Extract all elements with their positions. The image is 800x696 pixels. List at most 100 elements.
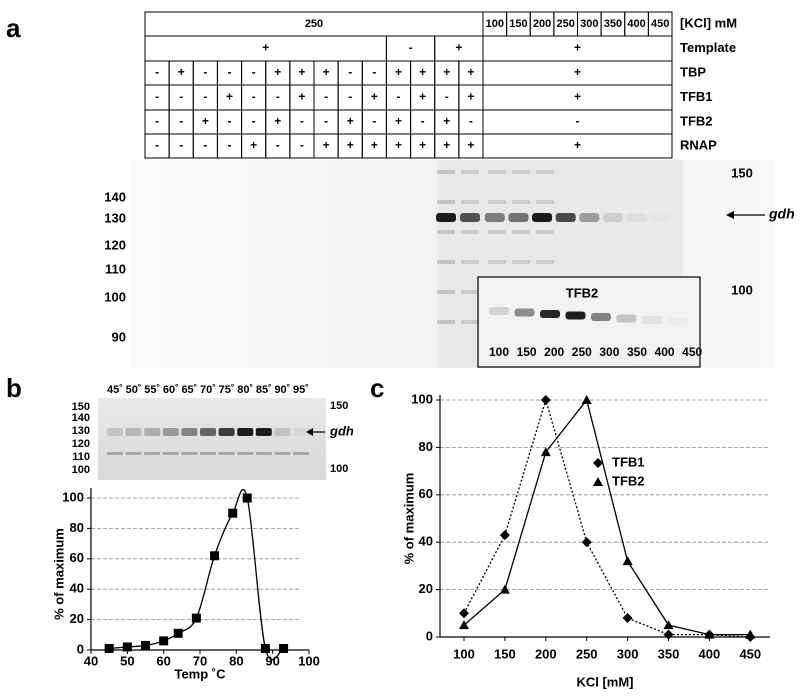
gel-band (162, 428, 179, 436)
table-sign: - (179, 114, 183, 128)
table-sign: - (348, 65, 352, 79)
gel-smear (461, 230, 479, 234)
size-marker: 120 (72, 438, 90, 450)
gel-smear (488, 170, 506, 174)
table-sign: - (155, 138, 159, 152)
temp-label: 65˚ (181, 384, 197, 396)
table-sign: + (574, 65, 581, 79)
table-sign: - (445, 90, 449, 104)
band-label: gdh (329, 423, 354, 438)
x-tick-label: 400 (699, 646, 721, 661)
table-sign: + (443, 138, 450, 152)
gel-smear (512, 170, 530, 174)
gel-band (650, 213, 670, 222)
table-sign: - (203, 138, 207, 152)
x-tick-label: 450 (739, 646, 761, 661)
size-marker: 110 (105, 261, 126, 276)
table-sign: - (155, 114, 159, 128)
row-label: TFB2 (680, 113, 713, 128)
legend-marker (593, 477, 603, 486)
table-sign: - (276, 90, 280, 104)
inset-lane-label: 450 (682, 345, 702, 359)
marker (279, 643, 289, 653)
arrow-head (306, 428, 313, 436)
inset-lane-label: 150 (517, 345, 537, 359)
table-sign: - (179, 90, 183, 104)
row-label: RNAP (680, 137, 717, 152)
table-sign: - (348, 90, 352, 104)
table-sign: + (395, 138, 402, 152)
gel-smear (437, 290, 455, 294)
legend-label: TFB2 (612, 473, 645, 488)
x-axis-title: KCl [mM] (576, 674, 633, 689)
table-sign: - (372, 114, 376, 128)
kcl-label: 400 (627, 18, 645, 30)
table-sign: - (228, 138, 232, 152)
inset-lane-label: 200 (544, 345, 564, 359)
temp-label: 95˚ (293, 384, 309, 396)
series-line (463, 398, 751, 636)
gel-band (218, 428, 235, 436)
gel-smear (218, 452, 235, 455)
table-sign: + (298, 65, 305, 79)
y-tick-label: 20 (70, 611, 84, 626)
temp-label: 75˚ (219, 384, 235, 396)
legend-marker (593, 458, 603, 468)
marker (663, 629, 674, 640)
gel-smear (237, 452, 254, 455)
table-sign: + (274, 65, 281, 79)
marker (704, 629, 715, 639)
gel-band (255, 428, 272, 436)
marker (459, 620, 469, 630)
table-sign: - (179, 138, 183, 152)
y-tick-label: 60 (70, 550, 84, 565)
x-axis-title: Temp ˚C (174, 666, 226, 681)
y-tick-label: 40 (70, 581, 84, 596)
marker (499, 530, 510, 541)
table-sign: + (323, 138, 330, 152)
inset-lane-label: 400 (655, 345, 675, 359)
y-tick-label: 100 (411, 391, 433, 406)
gel-smear (181, 452, 198, 455)
x-tick-label: 60 (156, 653, 170, 668)
table-sign: + (395, 114, 402, 128)
gel-smear (125, 452, 142, 455)
table-sign: - (300, 114, 304, 128)
y-tick-label: 0 (77, 641, 84, 656)
table-sign: - (300, 138, 304, 152)
gel-smear (437, 230, 455, 234)
table-sign: + (347, 138, 354, 152)
marker (159, 636, 169, 646)
table-sign: - (372, 65, 376, 79)
table-sign: - (409, 41, 413, 55)
table-sign: + (262, 41, 269, 55)
gel-smear (488, 200, 506, 204)
table-sign: - (469, 114, 473, 128)
gel-smear (107, 452, 123, 455)
gel-smear (488, 230, 506, 234)
gel-smear (536, 230, 554, 234)
table-sign: - (155, 65, 159, 79)
gel-smear (437, 320, 455, 324)
row-label: TBP (680, 64, 706, 79)
inset-title: TFB2 (566, 285, 599, 300)
gel-smear (461, 320, 479, 324)
gel-smear (144, 452, 161, 455)
gel-band (626, 213, 647, 222)
marker (210, 551, 220, 561)
marker (540, 447, 551, 457)
gel-smear (293, 452, 309, 455)
marker (122, 642, 132, 652)
marker (581, 537, 592, 548)
gel-band (293, 428, 309, 436)
size-marker: 100 (72, 464, 90, 476)
size-marker: 100 (104, 289, 126, 304)
y-tick-label: 100 (62, 489, 84, 504)
gel-band (508, 213, 529, 222)
temp-label: 85˚ (256, 384, 272, 396)
marker (622, 613, 633, 624)
gel-band (591, 313, 611, 321)
y-tick-label: 0 (426, 628, 433, 643)
table-cell (482, 133, 673, 159)
